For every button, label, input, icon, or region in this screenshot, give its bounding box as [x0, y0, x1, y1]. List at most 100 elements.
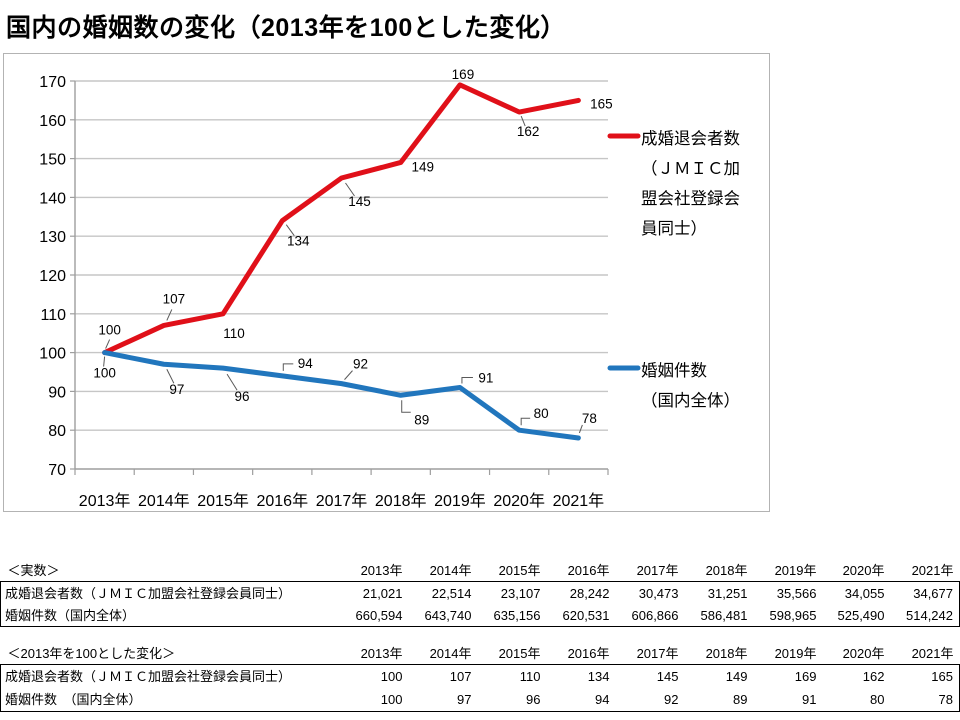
value-cell: 89: [733, 692, 748, 707]
value-cell: 162: [862, 669, 885, 684]
actual-numbers-table: ＜実数＞ 2013年 2014年 2015年 2016年 2017年 2018年 2019年 2…: [0, 551, 960, 627]
value-cell: 100: [380, 669, 403, 684]
leader-line: [282, 363, 294, 371]
year-header: 2019年: [774, 563, 817, 578]
x-axis-label: 2021年: [553, 492, 605, 510]
table-row: 成婚退会者数（ＪＭＩＣ加盟会社登録会員同士） 21,021 22,514 23,107…: [1, 582, 960, 605]
year-header: 2013年: [360, 646, 403, 661]
year-header: 2021年: [911, 646, 954, 661]
legend-label: 員同士）: [641, 219, 707, 238]
year-header: 2017年: [636, 563, 679, 578]
table-caption: ＜2013年を100とした変化＞: [7, 646, 176, 661]
year-header: 2015年: [498, 563, 541, 578]
leader-line: [461, 377, 473, 384]
value-cell: 30,473: [638, 585, 679, 601]
value-cell: 34,055: [844, 585, 885, 601]
leader-line: [520, 417, 531, 426]
value-cell: 635,156: [493, 607, 541, 623]
year-header: 2016年: [567, 646, 610, 661]
x-axis-label: 2020年: [493, 492, 545, 510]
row-label: 成婚退会者数（ＪＭＩＣ加盟会社登録会員同士）: [5, 585, 292, 601]
data-label: 96: [235, 389, 250, 404]
x-axis-label: 2014年: [138, 492, 190, 510]
y-axis-label: 150: [39, 152, 66, 169]
row-label: 婚姻件数 （国内全体）: [5, 692, 142, 707]
indexed-change-table: ＜2013年を100とした変化＞ 2013年 2014年 2015年 2016年 2017…: [0, 637, 960, 712]
table-row: 婚姻件数（国内全体） 660,594 643,740 635,156 620,531 60…: [1, 604, 960, 627]
x-axis-label: 2018年: [375, 492, 427, 510]
data-label: 100: [93, 366, 116, 381]
legend-label: （国内全体）: [641, 391, 740, 410]
chart-container: 70 80 90 100 110 120 130 140 150 160 170 2013年 2014年…: [3, 53, 770, 512]
value-cell: 514,242: [906, 607, 953, 623]
value-cell: 620,531: [562, 607, 610, 623]
value-cell: 22,514: [431, 585, 472, 601]
value-cell: 21,021: [362, 585, 403, 601]
legend-label: 成婚退会者数: [641, 129, 741, 148]
y-axis-label: 140: [39, 190, 66, 207]
data-label: 97: [169, 382, 184, 397]
leader-line: [166, 309, 173, 321]
x-axis-label: 2016年: [256, 492, 308, 510]
y-axis-label: 70: [48, 462, 66, 479]
legend-label: （ＪＭＩＣ加: [641, 159, 740, 178]
year-header: 2016年: [567, 563, 610, 578]
line-chart: 70 80 90 100 110 120 130 140 150 160 170 2013年 2014年…: [39, 67, 741, 510]
y-axis-label: 130: [39, 229, 66, 246]
table-row: 婚姻件数 （国内全体） 100 97 96 94 92 89 91 80 78: [1, 688, 960, 712]
table-row: 成婚退会者数（ＪＭＩＣ加盟会社登録会員同士） 100 107 110 134 145 149…: [1, 665, 960, 689]
value-cell: 134: [587, 669, 610, 684]
series-line: [102, 82, 581, 356]
value-cell: 92: [664, 692, 679, 707]
y-axis-label: 170: [39, 74, 66, 91]
x-axis-label: 2019年: [434, 492, 486, 510]
year-header: 2013年: [360, 563, 403, 578]
year-header: 2021年: [911, 563, 954, 578]
row-label: 成婚退会者数（ＪＭＩＣ加盟会社登録会員同士）: [5, 669, 292, 684]
data-label: 145: [348, 194, 371, 209]
data-label: 80: [534, 406, 549, 421]
value-cell: 100: [380, 692, 403, 707]
value-cell: 97: [457, 692, 472, 707]
year-header: 2017年: [636, 646, 679, 661]
x-axis-label: 2015年: [197, 492, 249, 510]
year-header: 2020年: [842, 646, 885, 661]
data-label: 107: [163, 291, 186, 306]
x-axis-label: 2013年: [79, 492, 131, 510]
value-cell: 643,740: [424, 607, 472, 623]
value-cell: 80: [870, 692, 885, 707]
value-cell: 34,677: [913, 585, 953, 601]
value-cell: 525,490: [837, 607, 885, 623]
value-cell: 91: [802, 692, 817, 707]
value-cell: 169: [794, 669, 817, 684]
legend-label: 盟会社登録会: [641, 189, 740, 208]
year-header: 2020年: [842, 563, 885, 578]
table-header-row: ＜2013年を100とした変化＞ 2013年 2014年 2015年 2016年 2017…: [1, 637, 960, 665]
value-cell: 110: [519, 669, 541, 684]
value-cell: 598,965: [769, 607, 817, 623]
value-cell: 94: [595, 692, 610, 707]
leader-line: [105, 339, 111, 349]
value-cell: 145: [656, 669, 679, 684]
leader-line: [401, 400, 411, 413]
value-cell: 23,107: [500, 585, 541, 601]
page-title: 国内の婚姻数の変化（2013年を100とした変化）: [6, 14, 566, 42]
year-header: 2014年: [429, 646, 472, 661]
data-label: 162: [517, 124, 540, 139]
value-cell: 31,251: [707, 585, 748, 601]
legend-label: 婚姻件数: [641, 361, 708, 380]
y-axis-label: 100: [39, 346, 66, 363]
value-cell: 96: [526, 692, 541, 707]
data-label: 94: [298, 356, 314, 371]
value-cell: 660,594: [355, 607, 403, 623]
value-cell: 606,866: [631, 607, 679, 623]
year-header: 2014年: [429, 563, 472, 578]
series-line: [102, 350, 581, 441]
value-cell: 28,242: [569, 585, 610, 601]
data-label: 89: [414, 412, 429, 427]
year-header: 2015年: [498, 646, 541, 661]
leader-line: [166, 369, 175, 384]
leader-line: [103, 356, 106, 367]
year-header: 2018年: [705, 563, 748, 578]
data-label: 134: [287, 234, 310, 249]
